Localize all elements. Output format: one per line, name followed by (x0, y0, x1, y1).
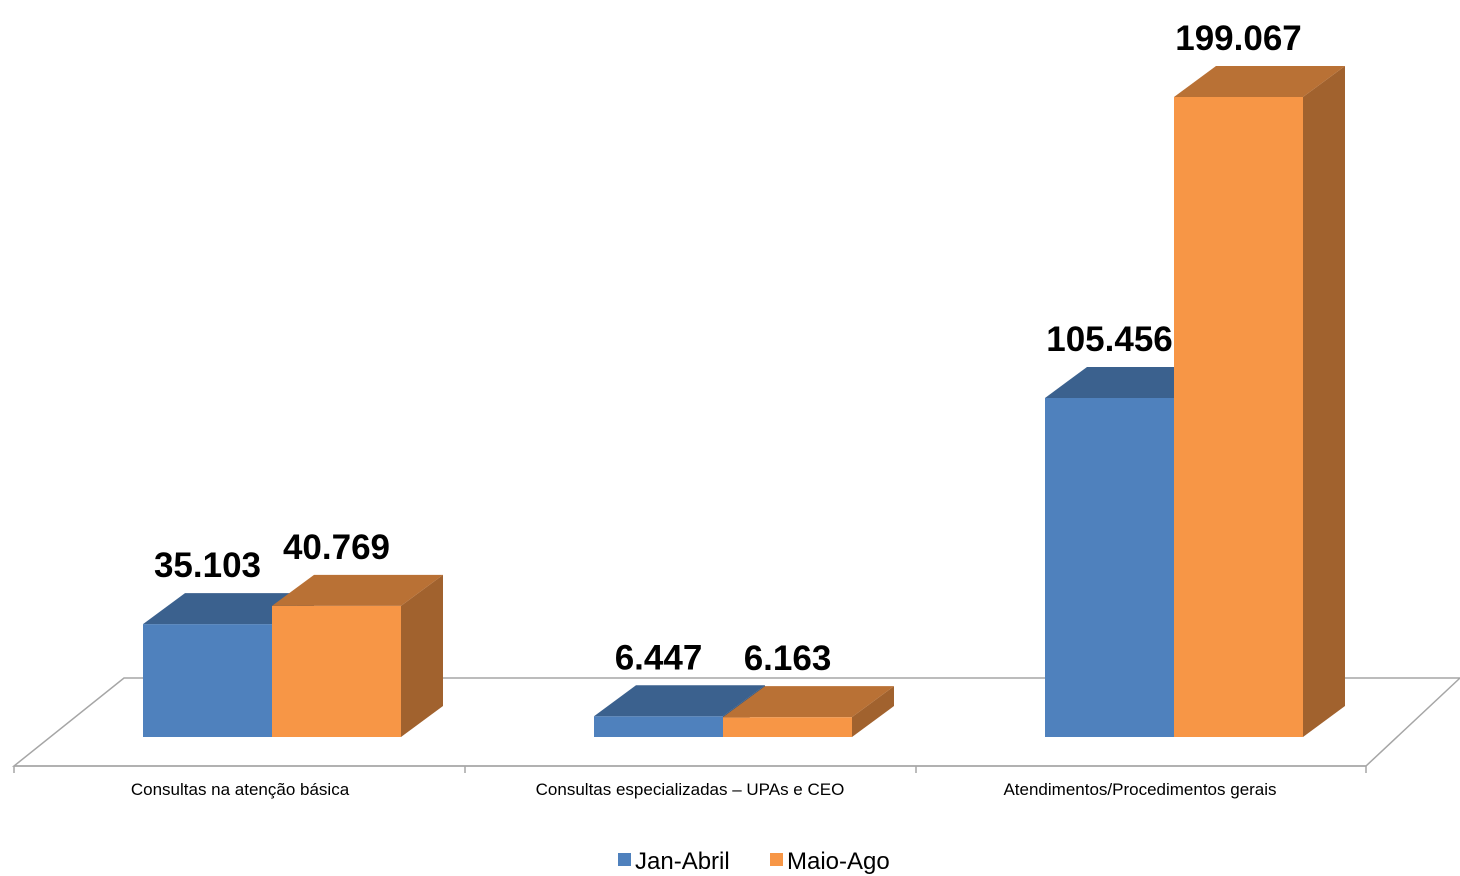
bar-top (1045, 366, 1216, 398)
bar-top (143, 593, 314, 625)
bar-side (852, 686, 894, 737)
data-label-maio-ago-1: 40.769 (283, 528, 390, 567)
bar-front (143, 624, 272, 737)
legend-swatch (618, 853, 631, 866)
bar-top (723, 686, 894, 718)
legend-swatch (770, 853, 783, 866)
bar-front (594, 716, 723, 737)
category-labels: Consultas na atenção básica Consultas esp… (131, 780, 1277, 799)
legend: Jan-Abril Maio-Ago (618, 848, 890, 875)
data-label-maio-ago-2: 6.163 (744, 639, 832, 678)
bar-front (1045, 397, 1174, 737)
data-label-jan-abril-3: 105.456 (1046, 320, 1173, 359)
category-label-3: Atendimentos/Procedimentos gerais (1003, 780, 1276, 799)
bar-front (723, 717, 852, 737)
legend-label: Maio-Ago (787, 848, 890, 875)
bar-maio-ago-2 (723, 686, 894, 737)
bar-top (272, 574, 443, 606)
legend-label: Jan-Abril (635, 848, 730, 875)
data-label-jan-abril-1: 35.103 (154, 546, 261, 585)
bar-top (1174, 66, 1345, 97)
category-label-2: Consultas especializadas – UPAs e CEO (536, 780, 845, 799)
data-label-jan-abril-2: 6.447 (615, 638, 703, 677)
data-labels: 35.103 40.769 6.447 6.163 105.456 199.067 (154, 19, 1302, 678)
legend-item-jan-abril: Jan-Abril (618, 848, 730, 875)
data-label-maio-ago-3: 199.067 (1175, 19, 1302, 58)
bar-maio-ago-1 (272, 574, 443, 737)
category-label-1: Consultas na atenção básica (131, 780, 350, 799)
bars (143, 66, 1345, 737)
bar-side (401, 574, 443, 737)
bar-side (1303, 66, 1345, 737)
bar-top (594, 685, 765, 717)
bar-maio-ago-3 (1174, 66, 1345, 737)
legend-item-maio-ago: Maio-Ago (770, 848, 890, 875)
bar-front (1174, 97, 1303, 737)
bar-front (272, 605, 401, 737)
